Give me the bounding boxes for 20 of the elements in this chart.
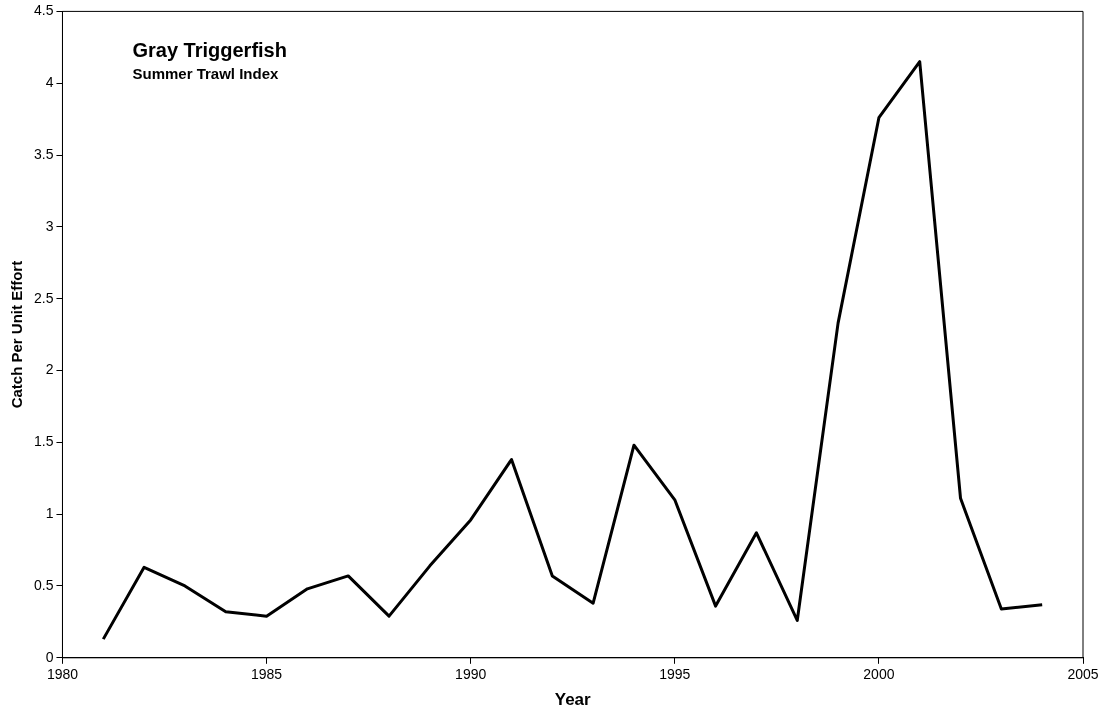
y-tick-label: 1.5: [33, 433, 54, 450]
y-tick-label: 3: [45, 217, 54, 234]
text: Summer Trawl Index: [132, 65, 279, 83]
y-tick-label: 4: [45, 74, 54, 91]
y-axis-title: Catch Per Unit Effort: [8, 260, 26, 409]
x-tick-label: 2005: [1067, 666, 1099, 683]
y-tick-label: 1: [45, 505, 54, 522]
x-tick-label: 2000: [863, 666, 895, 683]
y-tick-label: 3.5: [33, 145, 54, 162]
x-axis-title: Year: [554, 690, 592, 710]
x-tick-label: 1985: [250, 666, 283, 683]
y-tick-label: 0: [45, 648, 54, 665]
x-tick-label: 1980: [46, 666, 79, 683]
y-tick-label: 2.5: [33, 289, 54, 306]
x-tick-label: 1990: [455, 666, 487, 683]
text: Gray Triggerfish: [132, 38, 287, 61]
y-tick-label: 2: [45, 361, 54, 378]
y-tick-label: 4.5: [33, 2, 54, 19]
x-tick-label: 1995: [659, 666, 691, 683]
y-tick-label: 0.5: [33, 576, 54, 593]
